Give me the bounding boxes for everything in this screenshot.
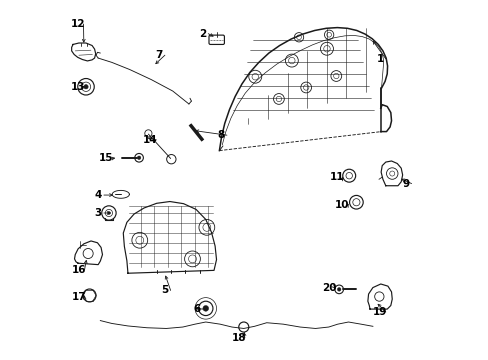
Text: 4: 4: [94, 190, 102, 200]
Text: 5: 5: [161, 285, 168, 296]
Circle shape: [137, 156, 141, 159]
Text: 1: 1: [376, 54, 383, 64]
Text: 8: 8: [217, 130, 224, 140]
Text: 7: 7: [155, 50, 163, 60]
Text: 10: 10: [334, 200, 348, 210]
Text: 17: 17: [71, 292, 86, 302]
Text: 16: 16: [71, 265, 86, 275]
Text: 6: 6: [193, 304, 201, 314]
Text: 11: 11: [329, 172, 344, 182]
Text: 15: 15: [99, 153, 113, 163]
Text: 19: 19: [372, 307, 386, 317]
Text: 20: 20: [322, 283, 336, 293]
Text: 12: 12: [70, 19, 85, 29]
Circle shape: [203, 306, 208, 311]
Text: 18: 18: [231, 333, 246, 343]
Circle shape: [107, 212, 110, 215]
Text: 3: 3: [94, 208, 102, 218]
Text: 9: 9: [402, 179, 408, 189]
Text: 13: 13: [70, 82, 85, 92]
Text: 14: 14: [143, 135, 158, 145]
Text: 2: 2: [199, 29, 206, 39]
Circle shape: [83, 85, 88, 89]
Circle shape: [337, 288, 340, 291]
